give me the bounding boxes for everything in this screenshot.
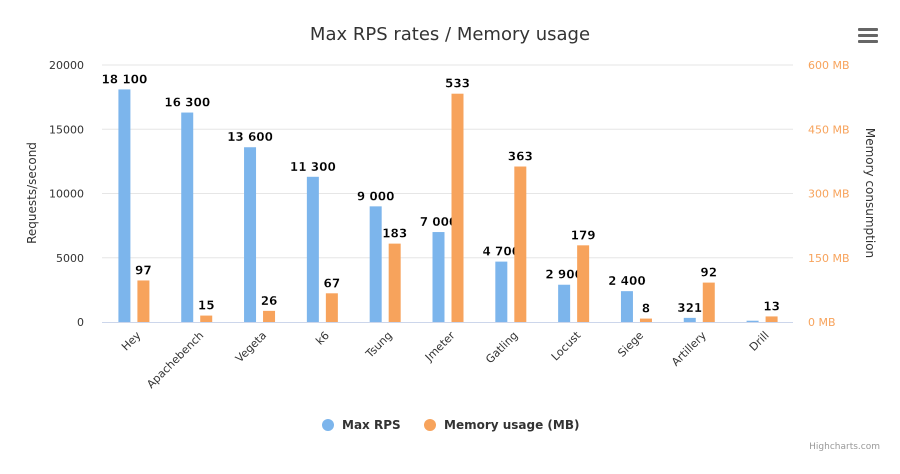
legend-item[interactable]: Memory usage (MB) bbox=[444, 418, 580, 432]
x-tick-label: Hey bbox=[119, 329, 144, 354]
bar-memory[interactable] bbox=[388, 243, 401, 322]
x-tick-label: k6 bbox=[313, 329, 332, 348]
data-label: 183 bbox=[382, 227, 407, 241]
right-tick-label: 300 MB bbox=[808, 188, 850, 201]
x-tick-label: Siege bbox=[615, 329, 646, 360]
data-label: 92 bbox=[700, 266, 717, 280]
data-label: 363 bbox=[508, 150, 533, 164]
left-axis-label: Requests/second bbox=[25, 142, 39, 244]
bar-memory[interactable] bbox=[765, 316, 778, 322]
data-label: 18 100 bbox=[101, 72, 147, 86]
x-tick-label: Apachebench bbox=[144, 329, 206, 391]
bar-rps[interactable] bbox=[244, 147, 257, 322]
data-label: 11 300 bbox=[290, 160, 336, 174]
bar-memory[interactable] bbox=[514, 166, 527, 322]
legend-item[interactable]: Max RPS bbox=[342, 418, 401, 432]
legend-marker[interactable] bbox=[322, 419, 334, 431]
bar-rps[interactable] bbox=[118, 89, 131, 322]
bar-memory[interactable] bbox=[577, 245, 590, 322]
data-label: 15 bbox=[198, 299, 215, 313]
credits-link[interactable]: Highcharts.com bbox=[809, 442, 880, 452]
chart-title: Max RPS rates / Memory usage bbox=[310, 24, 590, 45]
right-tick-label: 600 MB bbox=[808, 59, 850, 72]
right-tick-label: 150 MB bbox=[808, 252, 850, 265]
data-label: 8 bbox=[642, 302, 650, 316]
bar-memory[interactable] bbox=[325, 293, 338, 322]
bar-rps[interactable] bbox=[369, 206, 382, 322]
x-tick-label: Locust bbox=[549, 328, 584, 363]
x-tick-label: Tsung bbox=[363, 329, 395, 361]
bar-rps[interactable] bbox=[432, 232, 445, 322]
data-label: 321 bbox=[677, 301, 702, 315]
data-label: 7 000 bbox=[420, 215, 458, 229]
data-label: 2 900 bbox=[545, 268, 583, 282]
left-tick-label: 10000 bbox=[49, 188, 84, 201]
x-tick-label: Drill bbox=[747, 329, 772, 354]
bar-memory[interactable] bbox=[702, 282, 715, 322]
x-tick-label: Artillery bbox=[669, 329, 709, 369]
bar-memory[interactable] bbox=[639, 318, 652, 322]
data-label: 4 700 bbox=[483, 245, 521, 259]
data-label: 97 bbox=[135, 263, 152, 277]
bar-rps[interactable] bbox=[181, 112, 194, 322]
bar-rps[interactable] bbox=[558, 284, 571, 322]
bar-memory[interactable] bbox=[200, 315, 213, 322]
bar-rps[interactable] bbox=[620, 291, 633, 322]
right-axis-label: Memory consumption bbox=[863, 128, 877, 258]
left-tick-label: 5000 bbox=[56, 252, 84, 265]
data-label: 16 300 bbox=[164, 96, 210, 110]
bar-rps[interactable] bbox=[746, 320, 759, 322]
x-tick-label: Jmeter bbox=[422, 329, 458, 365]
right-tick-label: 0 MB bbox=[808, 316, 836, 329]
bar-rps[interactable] bbox=[683, 317, 696, 322]
bar-memory[interactable] bbox=[137, 280, 150, 322]
left-tick-label: 20000 bbox=[49, 59, 84, 72]
data-label: 2 400 bbox=[608, 274, 646, 288]
data-label: 179 bbox=[571, 228, 596, 242]
bar-rps[interactable] bbox=[495, 261, 508, 322]
x-tick-label: Gatling bbox=[483, 329, 520, 366]
x-tick-label: Vegeta bbox=[233, 329, 269, 365]
hamburger-icon[interactable] bbox=[858, 28, 878, 44]
left-tick-label: 0 bbox=[77, 316, 84, 329]
data-label: 533 bbox=[445, 77, 470, 91]
data-label: 9 000 bbox=[357, 189, 395, 203]
bar-rps[interactable] bbox=[306, 176, 319, 322]
data-label: 26 bbox=[261, 294, 278, 308]
bar-memory[interactable] bbox=[451, 93, 464, 322]
data-label: 13 bbox=[763, 299, 780, 313]
data-label: 67 bbox=[324, 276, 341, 290]
right-tick-label: 450 MB bbox=[808, 123, 850, 136]
left-tick-label: 15000 bbox=[49, 123, 84, 136]
data-label: 13 600 bbox=[227, 130, 273, 144]
bar-memory[interactable] bbox=[263, 310, 276, 322]
legend-marker[interactable] bbox=[424, 419, 436, 431]
